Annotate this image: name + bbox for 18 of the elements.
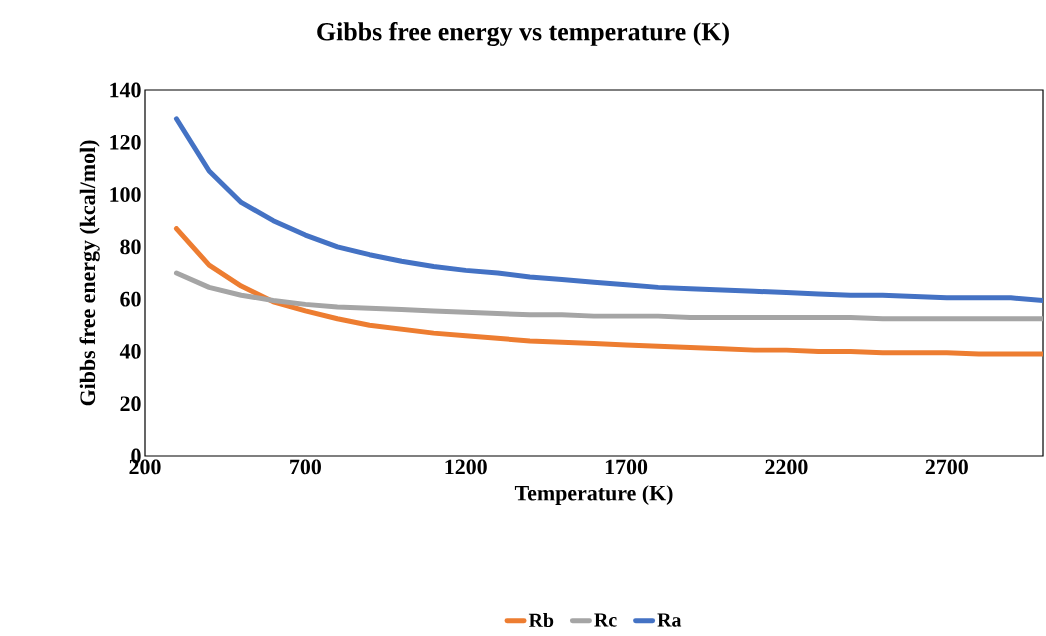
y-tick-label: 80 bbox=[120, 239, 141, 255]
x-tick-label: 700 bbox=[290, 459, 321, 475]
chart-title: Gibbs free energy vs temperature (K) bbox=[317, 22, 729, 46]
y-axis-title: Gibbs free energy (kcal/mol) bbox=[79, 140, 100, 406]
x-axis-title: Temperature (K) bbox=[514, 485, 673, 506]
legend-label: Rb bbox=[528, 613, 554, 628]
y-tick-label: 40 bbox=[119, 344, 141, 359]
legend-label: Ra bbox=[657, 613, 682, 627]
legend-label: Rc bbox=[594, 613, 617, 627]
x-tick-label: 2200 bbox=[765, 459, 808, 475]
x-tick-label: 1700 bbox=[605, 459, 648, 475]
y-tick-label: 20 bbox=[120, 396, 141, 412]
x-tick-label: 2700 bbox=[925, 459, 968, 475]
y-tick-label: 140 bbox=[110, 82, 141, 98]
y-tick-label: 60 bbox=[120, 291, 141, 307]
x-tick-label: 1200 bbox=[445, 459, 487, 475]
y-tick-label: 120 bbox=[110, 134, 141, 150]
y-tick-label: 100 bbox=[110, 187, 141, 202]
